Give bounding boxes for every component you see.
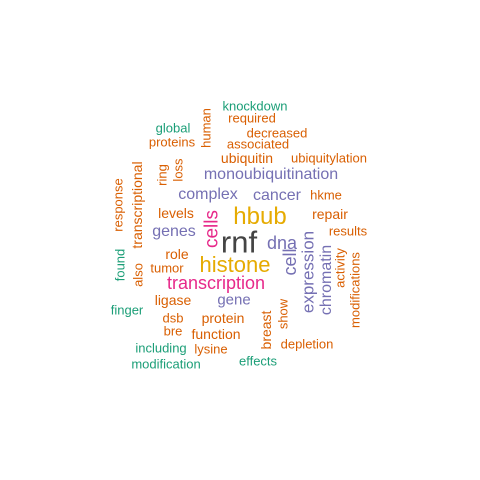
word-histone: histone	[199, 252, 271, 277]
word-hbub: hbub	[233, 203, 287, 230]
word-ligase: ligase	[154, 292, 192, 308]
word-dna: dna	[266, 233, 298, 253]
word-hkme: hkme	[310, 187, 342, 203]
word-tumor: tumor	[150, 260, 184, 276]
word-modification: modification	[131, 356, 201, 372]
word-cancer: cancer	[252, 187, 302, 204]
word-protein: protein	[201, 310, 245, 326]
word-transcription: transcription	[166, 273, 266, 293]
word-ubiquitin: ubiquitin	[220, 150, 274, 166]
word-expression: expression	[298, 230, 318, 314]
word-ubiquitylation: ubiquitylation	[291, 150, 367, 166]
word-results: results	[328, 223, 368, 239]
word-repair: repair	[312, 206, 348, 222]
word-depletion: depletion	[280, 336, 334, 352]
word-including: including	[135, 340, 187, 356]
word-proteins: proteins	[148, 134, 196, 150]
word-levels: levels	[158, 205, 194, 221]
word-response: response	[110, 178, 126, 232]
word-cell: cell	[280, 248, 300, 276]
word-human: human	[198, 108, 214, 148]
word-rnf: rnf	[220, 224, 258, 260]
word-role: role	[165, 246, 189, 262]
word-complex: complex	[178, 186, 238, 203]
word-function: function	[191, 326, 241, 342]
word-lysine: lysine	[194, 341, 228, 357]
word-dsb: dsb	[162, 310, 184, 326]
word-monoubiquitination: monoubiquitination	[203, 166, 339, 183]
word-bre: bre	[163, 323, 183, 339]
word-activity: activity	[332, 248, 348, 288]
word-also: also	[130, 263, 146, 287]
word-associated: associated	[226, 136, 290, 152]
word-required: required	[228, 110, 276, 126]
word-cells: cells	[201, 209, 223, 249]
word-knockdown: knockdown	[222, 98, 288, 114]
word-ring: ring	[154, 164, 170, 186]
word-modifications: modifications	[347, 252, 363, 328]
word-found: found	[112, 248, 128, 282]
word-finger: finger	[110, 302, 144, 318]
word-gene: gene	[217, 291, 251, 309]
word-breast: breast	[258, 310, 274, 350]
word-loss: loss	[170, 158, 186, 182]
word-show: show	[275, 298, 291, 330]
word-global: global	[155, 120, 191, 136]
word-genes: genes	[152, 223, 196, 240]
word-decreased: decreased	[246, 125, 308, 141]
word-transcriptional: transcriptional	[129, 161, 145, 249]
word-effects: effects	[238, 353, 278, 369]
